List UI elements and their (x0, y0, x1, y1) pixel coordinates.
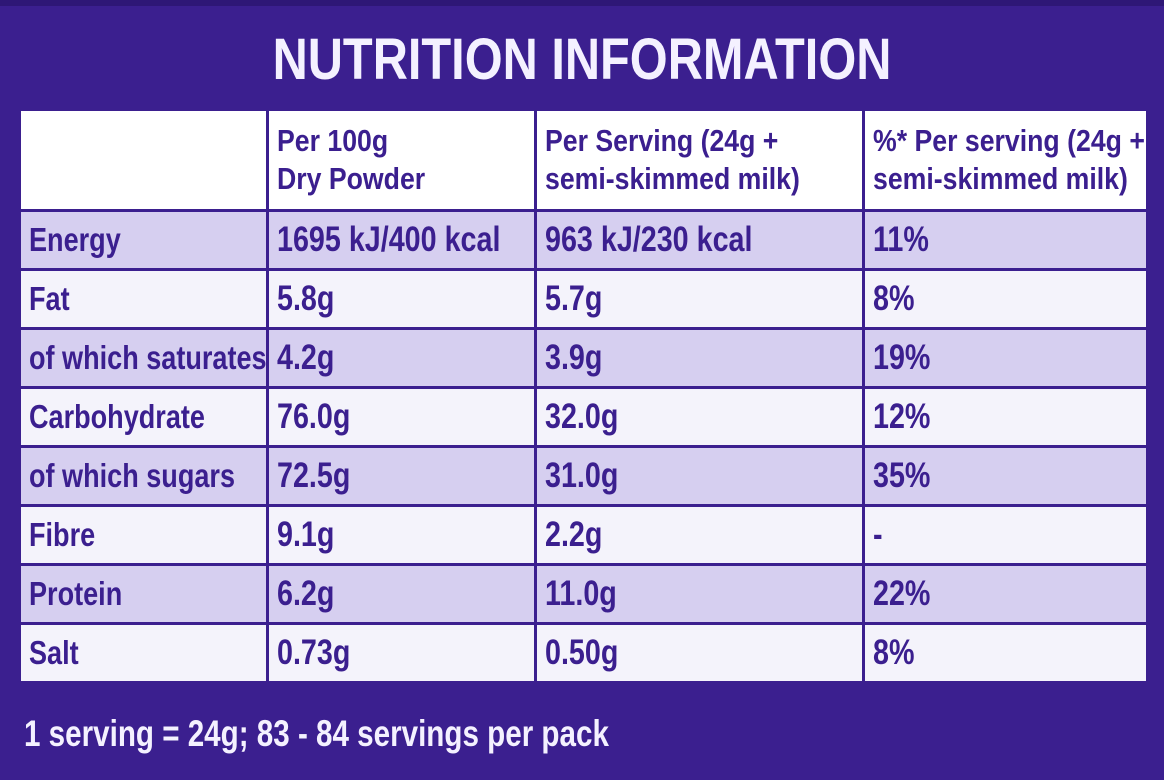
row-per-serving: 963 kJ/230 kcal (534, 209, 865, 271)
row-per-serving: 5.7g (534, 268, 865, 330)
row-percent: - (862, 504, 1149, 566)
row-percent: 19% (862, 327, 1149, 389)
row-per-100g: 6.2g (266, 563, 537, 625)
nutrition-table: Per 100g Dry Powder Per Serving (24g + s… (18, 108, 1149, 684)
top-edge-strip (0, 0, 1164, 6)
table-row: Salt 0.73g 0.50g 8% (18, 622, 1149, 684)
row-percent: 8% (862, 622, 1149, 684)
row-percent: 8% (862, 268, 1149, 330)
table-row: of which saturates 4.2g 3.9g 19% (18, 327, 1149, 389)
row-per-serving: 32.0g (534, 386, 865, 448)
row-per-100g: 76.0g (266, 386, 537, 448)
table-row: of which sugars 72.5g 31.0g 35% (18, 445, 1149, 507)
header-percent-line-1: %* Per serving (24g + (873, 123, 1145, 158)
header-per-100g-line-1: Per 100g (277, 123, 389, 158)
header-per-serving-line-2: semi-skimmed milk) (545, 161, 800, 196)
row-per-serving: 2.2g (534, 504, 865, 566)
row-label: Fibre (18, 504, 269, 566)
row-label: Protein (18, 563, 269, 625)
header-per-100g-line-2: Dry Powder (277, 161, 426, 196)
header-per-100g: Per 100g Dry Powder (266, 108, 537, 212)
row-label: of which saturates (18, 327, 269, 389)
row-per-serving: 0.50g (534, 622, 865, 684)
row-per-100g: 9.1g (266, 504, 537, 566)
row-per-100g: 72.5g (266, 445, 537, 507)
row-label: Carbohydrate (18, 386, 269, 448)
row-per-serving: 3.9g (534, 327, 865, 389)
row-percent: 12% (862, 386, 1149, 448)
table-row: Fat 5.8g 5.7g 8% (18, 268, 1149, 330)
header-empty-cell (18, 108, 269, 212)
table-header-row: Per 100g Dry Powder Per Serving (24g + s… (18, 108, 1149, 212)
row-percent: 11% (862, 209, 1149, 271)
row-percent: 35% (862, 445, 1149, 507)
row-percent: 22% (862, 563, 1149, 625)
header-percent-per-serving: %* Per serving (24g + semi-skimmed milk) (862, 108, 1149, 212)
row-per-100g: 0.73g (266, 622, 537, 684)
header-per-serving: Per Serving (24g + semi-skimmed milk) (534, 108, 865, 212)
row-label: of which sugars (18, 445, 269, 507)
row-per-100g: 5.8g (266, 268, 537, 330)
row-per-100g: 1695 kJ/400 kcal (266, 209, 537, 271)
row-per-serving: 31.0g (534, 445, 865, 507)
header-percent-line-2: semi-skimmed milk) (873, 161, 1128, 196)
table-row: Energy 1695 kJ/400 kcal 963 kJ/230 kcal … (18, 209, 1149, 271)
row-label: Fat (18, 268, 269, 330)
table-row: Fibre 9.1g 2.2g - (18, 504, 1149, 566)
table-row: Protein 6.2g 11.0g 22% (18, 563, 1149, 625)
table-row: Carbohydrate 76.0g 32.0g 12% (18, 386, 1149, 448)
row-label: Energy (18, 209, 269, 271)
row-per-100g: 4.2g (266, 327, 537, 389)
nutrition-panel: NUTRITION INFORMATION Per 100g Dry Powde… (18, 8, 1149, 700)
row-per-serving: 11.0g (534, 563, 865, 625)
header-per-serving-line-1: Per Serving (24g + (545, 123, 779, 158)
panel-title: NUTRITION INFORMATION (272, 27, 892, 92)
row-label: Salt (18, 622, 269, 684)
serving-footnote: 1 serving = 24g; 83 - 84 servings per pa… (24, 713, 609, 754)
